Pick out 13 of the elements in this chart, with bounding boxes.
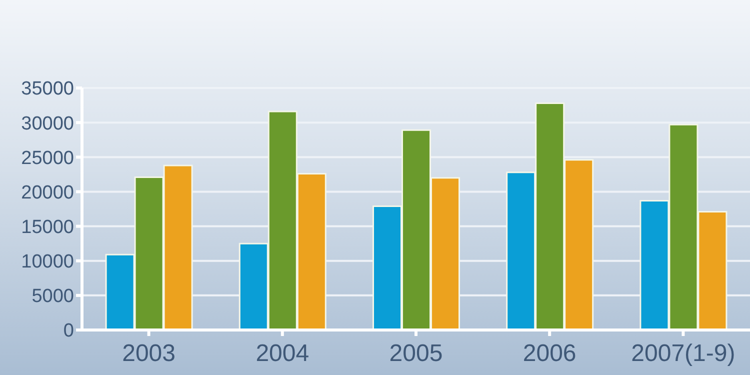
x-tick-label: 2006	[522, 340, 576, 368]
y-tick-label: 30000	[21, 113, 74, 134]
y-tick-label: 25000	[21, 148, 74, 169]
y-tick-label: 35000	[21, 78, 74, 100]
x-tick-label: 2007(1-9)	[631, 340, 736, 368]
x-tick-label: 2005	[389, 340, 443, 368]
x-tick-label: 2003	[122, 340, 176, 368]
y-tick-label: 5000	[32, 286, 74, 308]
y-tick-label: 15000	[21, 217, 74, 238]
y-tick-label: 10000	[21, 252, 74, 273]
y-tick-label: 20000	[21, 182, 74, 204]
x-tick-label: 2004	[256, 340, 310, 368]
y-tick-label: 0	[63, 320, 74, 342]
